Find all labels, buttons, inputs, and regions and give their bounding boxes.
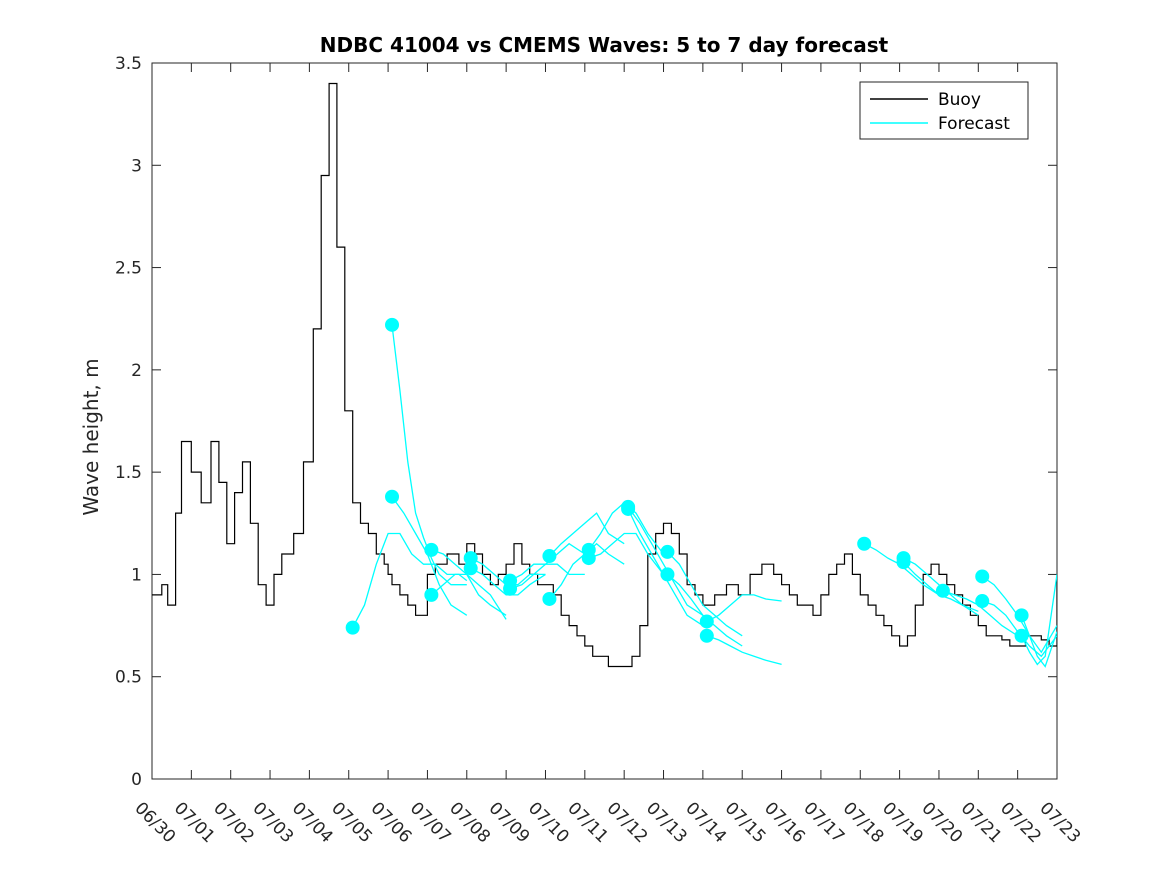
legend-box: [859, 81, 1029, 140]
forecast-start-marker: [385, 489, 400, 504]
y-tick-label: 3.5: [115, 54, 142, 74]
forecast-series-line: [627, 506, 704, 616]
y-tick-label: 1: [131, 565, 142, 585]
forecast-start-marker: [975, 569, 990, 584]
forecast-start-marker: [424, 542, 439, 557]
forecast-start-marker: [385, 317, 400, 332]
y-tick-label: 2.5: [115, 259, 142, 279]
forecast-series-line: [1020, 615, 1057, 668]
forecast-start-marker: [975, 594, 990, 609]
forecast-series-line: [588, 532, 665, 575]
forecast-start-marker: [1014, 628, 1029, 643]
forecast-series-line: [509, 563, 585, 590]
axes-box: [151, 62, 1058, 780]
forecast-start-marker: [621, 501, 636, 516]
buoy-series-line: [152, 82, 1057, 668]
forecast-series-line: [470, 567, 546, 596]
legend-label: Buoy: [938, 90, 981, 110]
forecast-start-marker: [935, 583, 950, 598]
forecast-start-marker: [699, 614, 714, 629]
y-axis-title: Wave height, m: [79, 358, 103, 515]
forecast-series-line: [667, 573, 743, 647]
forecast-start-marker: [463, 561, 478, 576]
y-tick-label: 2: [131, 361, 142, 381]
forecast-start-marker: [857, 536, 872, 551]
chart-title: NDBC 41004 vs CMEMS Waves: 5 to 7 day fo…: [320, 33, 889, 57]
forecast-start-marker: [542, 591, 557, 606]
forecast-start-marker: [581, 551, 596, 566]
y-tick-label: 0: [131, 770, 142, 790]
forecast-series-line: [430, 573, 507, 620]
forecast-start-marker: [1014, 608, 1029, 623]
y-tick-label: 1.5: [115, 463, 142, 483]
legend-label: Forecast: [938, 114, 1010, 134]
forecast-series-line: [706, 635, 782, 666]
forecast-start-marker: [660, 567, 675, 582]
forecast-series-line: [1021, 574, 1057, 666]
forecast-start-marker: [542, 549, 557, 564]
series-group: [152, 82, 1057, 668]
forecast-start-marker: [503, 581, 518, 596]
forecast-series-line: [548, 512, 625, 557]
forecast-series-line: [667, 551, 743, 637]
forecast-start-marker: [896, 555, 911, 570]
forecast-series-line: [352, 532, 468, 628]
y-tick-label: 0.5: [115, 668, 142, 688]
forecast-series-line: [706, 594, 782, 623]
forecast-start-marker: [463, 551, 478, 566]
legend: Buoy Forecast: [859, 81, 1029, 140]
plot-area: 00.511.522.533.506/3007/0107/0207/0307/0…: [115, 54, 1084, 847]
y-tick-label: 3: [131, 156, 142, 176]
forecast-start-marker: [345, 620, 360, 635]
forecast-start-marker: [660, 544, 675, 559]
forecast-start-marker: [424, 587, 439, 602]
forecast-start-marker: [699, 628, 714, 643]
